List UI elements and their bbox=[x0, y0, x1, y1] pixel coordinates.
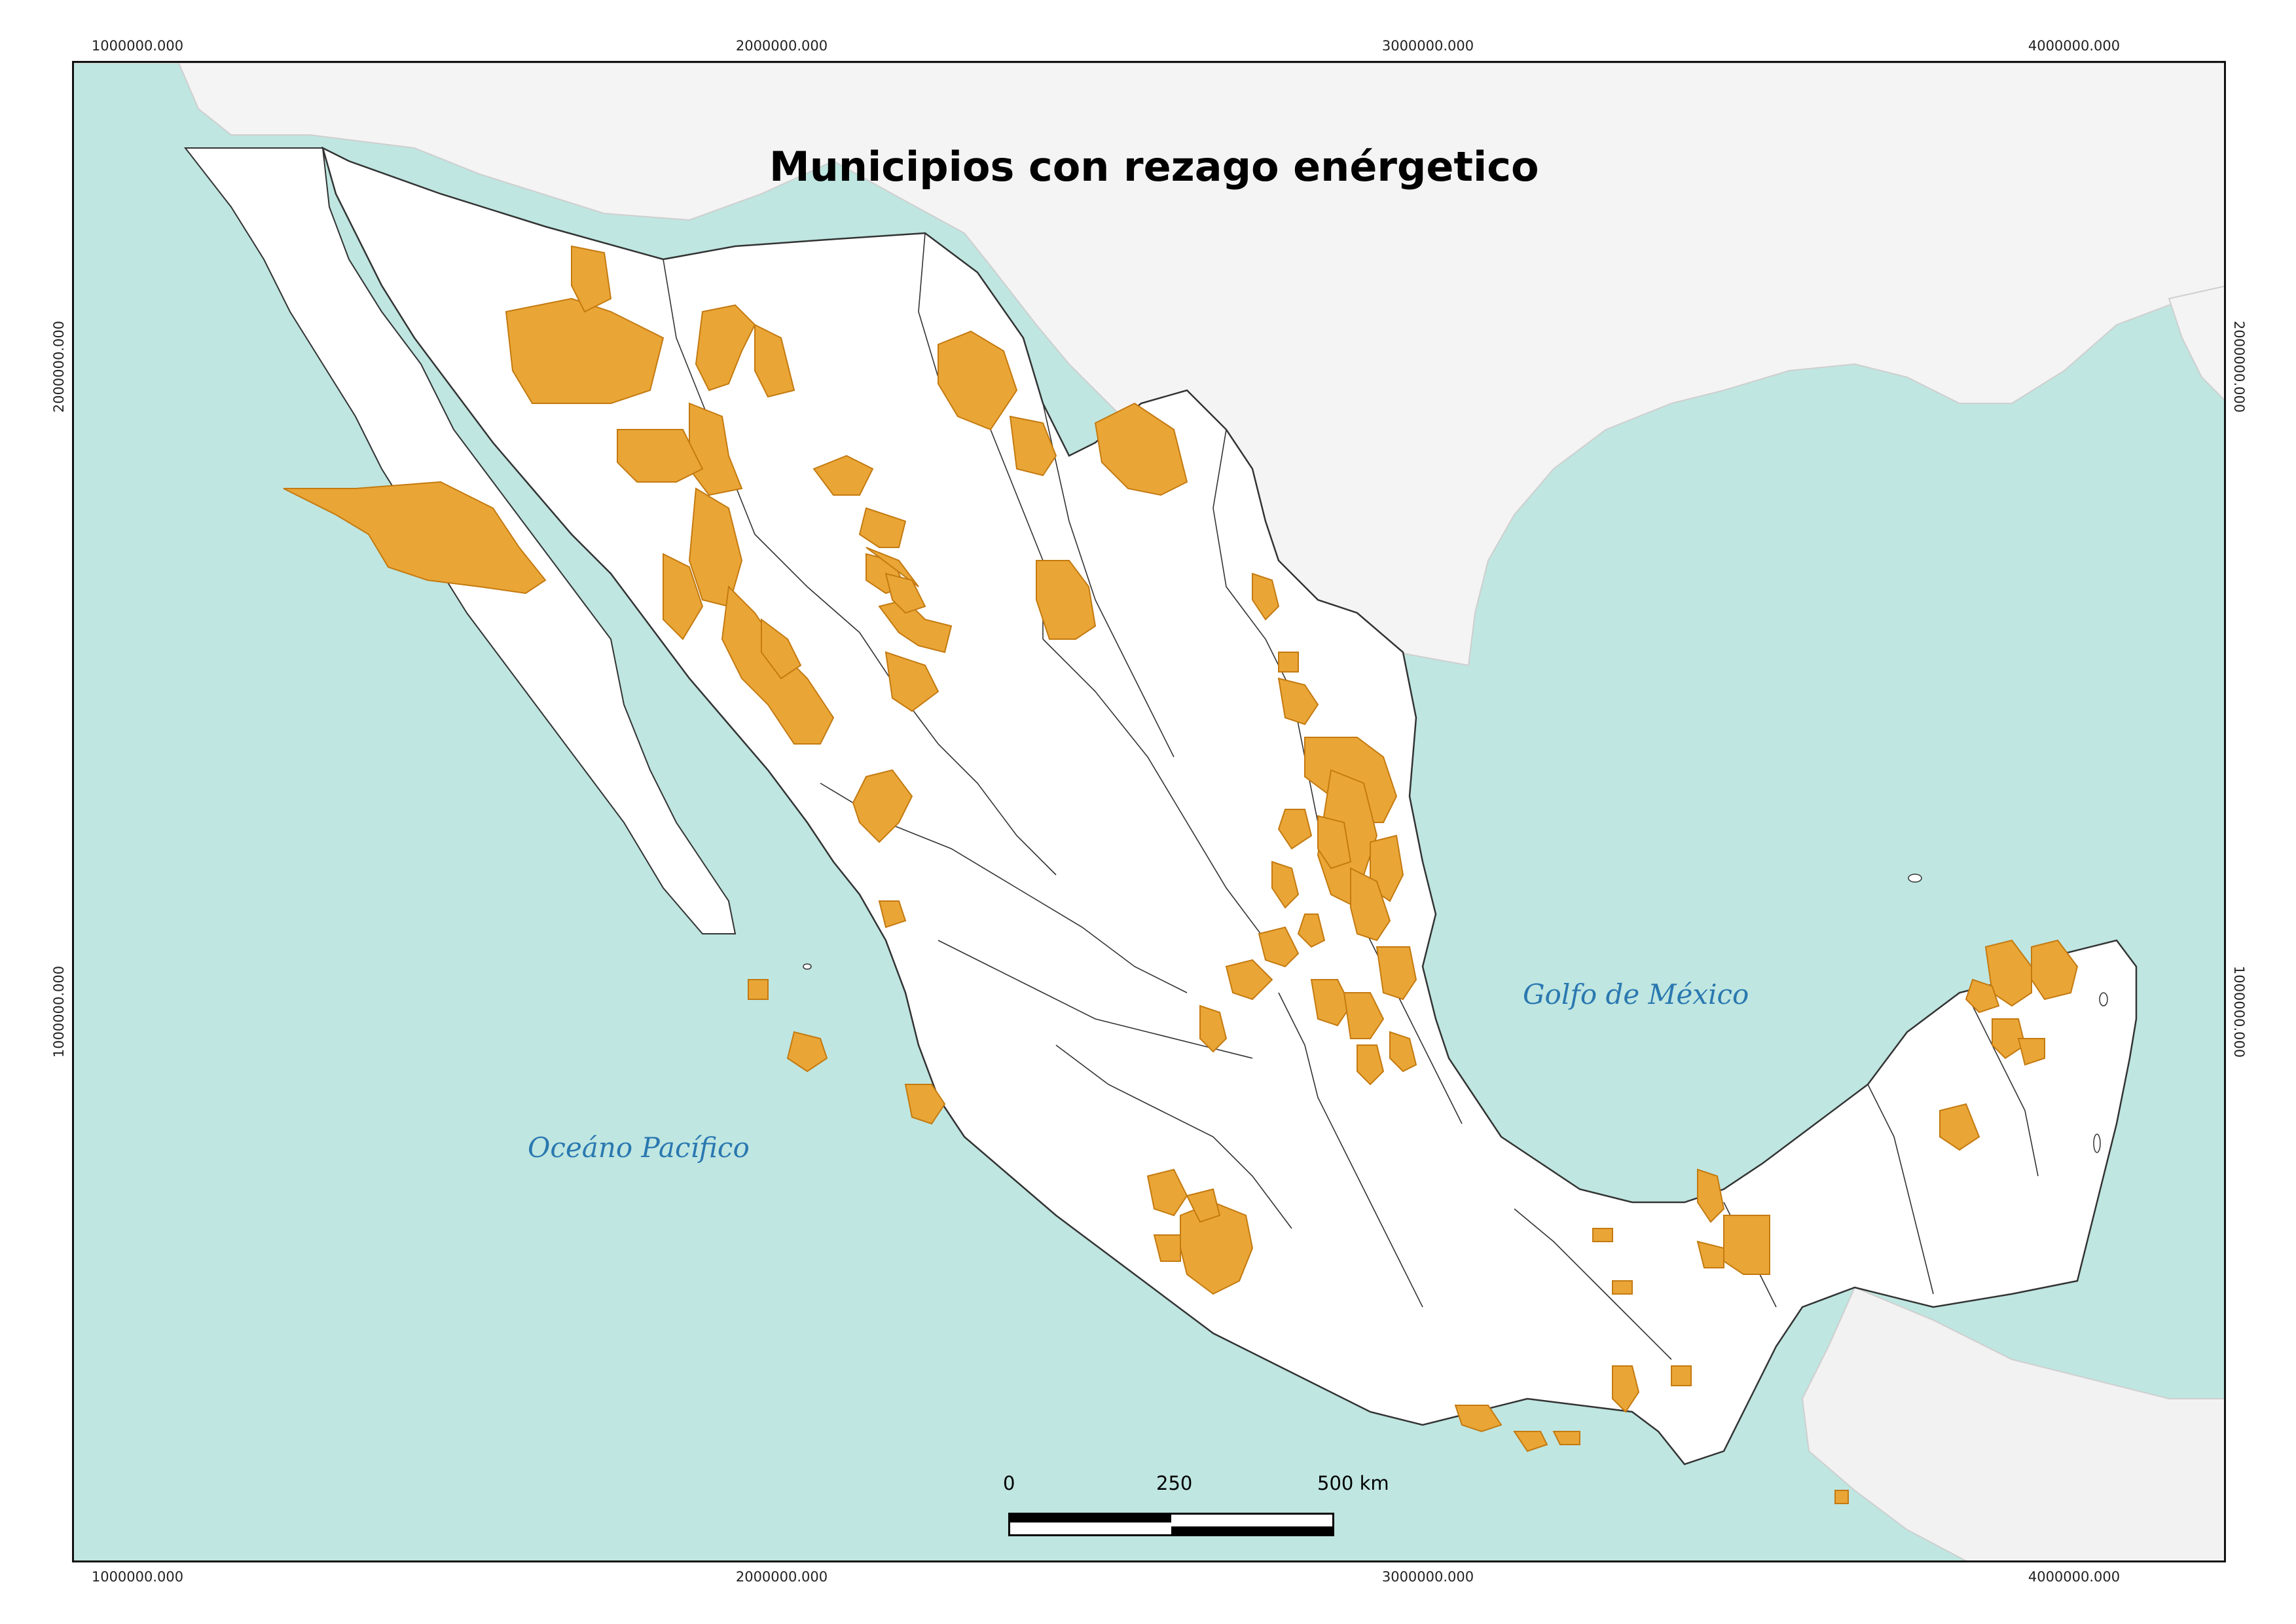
grid-label-top-3: 3000000.000 bbox=[1381, 38, 1474, 54]
islands bbox=[803, 874, 2108, 1153]
scale-label-500: 500 km bbox=[1317, 1472, 1389, 1494]
grid-label-bottom-4: 4000000.000 bbox=[2028, 1569, 2121, 1585]
grid-label-top-2: 2000000.000 bbox=[735, 38, 828, 54]
grid-label-top-1: 1000000.000 bbox=[91, 38, 184, 54]
central-america-landmass bbox=[1801, 1286, 2224, 1560]
scale-label-250: 250 bbox=[1156, 1472, 1193, 1494]
highlighted-municipalities bbox=[283, 245, 2079, 1504]
scale-label-0: 0 bbox=[1003, 1472, 1015, 1494]
map-frame bbox=[72, 61, 2226, 1562]
scale-bar-segment-2 bbox=[1171, 1526, 1332, 1534]
grid-label-bottom-1: 1000000.000 bbox=[91, 1569, 184, 1585]
grid-label-bottom-3: 3000000.000 bbox=[1381, 1569, 1474, 1585]
pacific-ocean-label: Oceáno Pacífico bbox=[528, 1132, 750, 1164]
grid-label-right-2: 1000000.000 bbox=[2231, 965, 2247, 1058]
scale-bar bbox=[1008, 1513, 1334, 1536]
florida-landmass bbox=[2168, 286, 2224, 401]
grid-label-top-4: 4000000.000 bbox=[2028, 38, 2121, 54]
scale-bar-segment-1 bbox=[1010, 1515, 1171, 1522]
grid-label-right-1: 2000000.000 bbox=[2231, 320, 2247, 413]
gulf-of-mexico-label: Golfo de México bbox=[1523, 978, 1749, 1010]
mexico-mainland bbox=[321, 146, 2138, 1466]
map-title: Municipios con rezago enérgetico bbox=[769, 143, 1539, 191]
grid-label-bottom-2: 2000000.000 bbox=[735, 1569, 828, 1585]
grid-label-left-1: 2000000.000 bbox=[51, 320, 67, 413]
grid-label-left-2: 1000000.000 bbox=[51, 965, 67, 1058]
map-canvas bbox=[74, 63, 2224, 1560]
